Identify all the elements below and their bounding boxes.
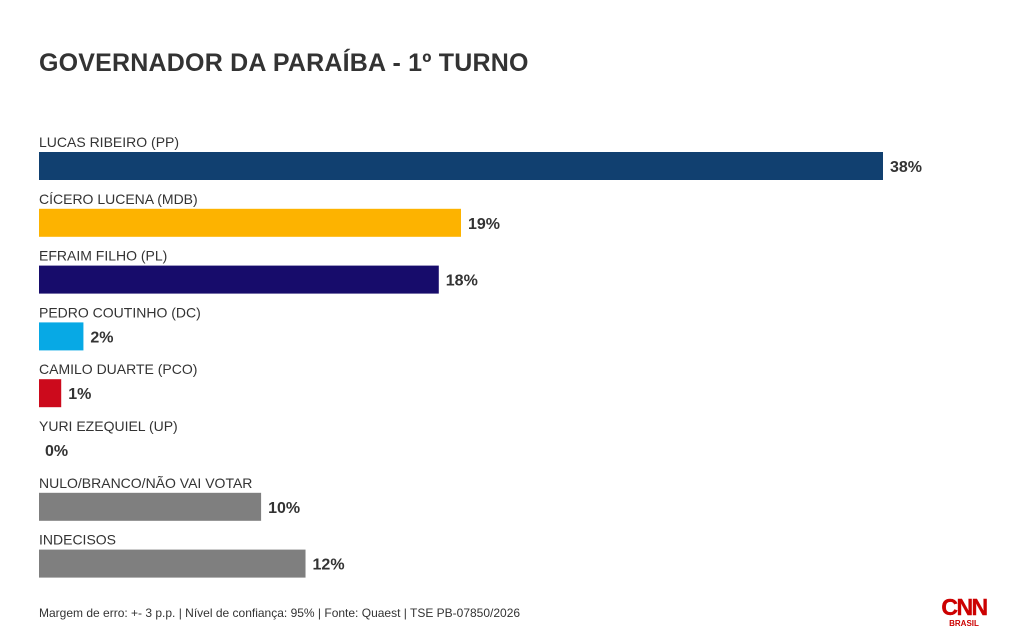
chart-title: GOVERNADOR DA PARAÍBA - 1º TURNO <box>39 49 529 77</box>
value-label: 38% <box>890 159 922 176</box>
bar <box>39 492 262 521</box>
value-label: 2% <box>90 329 113 346</box>
footer-note: Margem de erro: +- 3 p.p. | Nível de con… <box>39 606 521 620</box>
cnn-brasil-logo: CNN BRASIL <box>941 594 989 628</box>
value-label: 19% <box>468 216 500 233</box>
value-label: 0% <box>45 443 68 460</box>
value-label: 1% <box>68 386 91 403</box>
category-label: CAMILO DUARTE (PCO) <box>39 361 197 377</box>
value-label: 18% <box>446 273 478 290</box>
category-label: NULO/BRANCO/NÃO VAI VOTAR <box>39 475 252 491</box>
category-label: YURI EZEQUIEL (UP) <box>39 418 178 434</box>
category-label: LUCAS RIBEIRO (PP) <box>39 134 179 150</box>
category-label: EFRAIM FILHO (PL) <box>39 248 167 264</box>
bar-chart: LUCAS RIBEIRO (PP) 38% CÍCERO LUCENA (MDB)… <box>39 134 922 578</box>
logo-brand: CNN <box>941 594 987 620</box>
category-label: CÍCERO LUCENA (MDB) <box>39 191 198 207</box>
category-label: PEDRO COUTINHO (DC) <box>39 304 201 320</box>
bar <box>39 379 62 408</box>
bar <box>39 322 84 351</box>
bar <box>39 152 883 180</box>
category-label: INDECISOS <box>39 532 116 548</box>
value-label: 12% <box>313 557 345 574</box>
bar <box>39 265 439 294</box>
value-label: 10% <box>268 500 300 517</box>
logo-sub: BRASIL <box>949 619 979 628</box>
bar <box>39 549 306 578</box>
bar <box>39 208 461 237</box>
